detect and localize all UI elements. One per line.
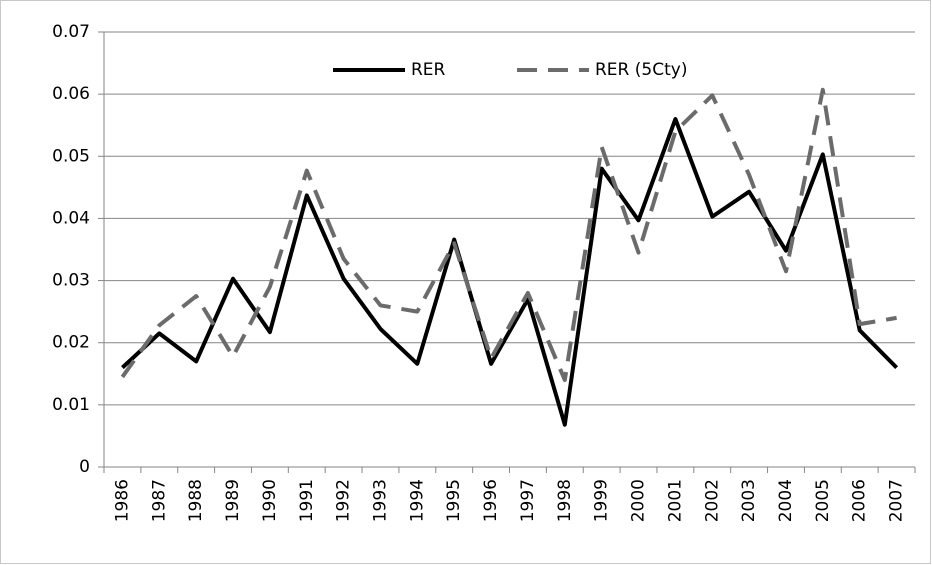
x-tick-label: 2006 [850,479,870,522]
x-tick-label: 2001 [665,479,685,522]
y-tick-label: 0.03 [52,271,90,291]
x-tick-label: 1997 [518,479,538,522]
x-tick-label: 2003 [739,479,759,522]
y-tick-label: 0.05 [52,146,90,166]
series-line [121,117,899,427]
x-tick-label: 1989 [223,479,243,522]
x-tick-label: 2004 [776,479,796,522]
x-tick-label: 1990 [260,479,280,522]
x-tick-label: 1988 [186,479,206,522]
x-tick-label: 1995 [444,479,464,522]
x-tick-label: 1994 [407,479,427,522]
x-tick-label: 1987 [149,479,169,522]
x-tick-label: 2000 [629,479,649,522]
x-tick-label: 1998 [555,479,575,522]
x-tick-label: 1993 [370,479,390,522]
x-tick-label: 1999 [592,479,612,522]
y-tick-label: 0.01 [52,395,90,415]
x-tick-label: 2007 [887,479,907,522]
x-tick-label: 2005 [813,479,833,522]
y-tick-label: 0.06 [52,84,90,104]
legend-label: RER (5Cty) [595,60,687,80]
x-tick-label: 1986 [112,479,132,522]
y-tick-label: 0 [79,457,90,477]
x-tick-label: 1996 [481,479,501,522]
x-tick-label: 1992 [334,479,354,522]
series-line [120,87,897,382]
y-tick-label: 0.07 [52,22,90,42]
x-tick-label: 1991 [297,479,317,522]
y-tick-label: 0.02 [52,333,90,353]
legend-label: RER [411,60,446,80]
x-tick-label: 2002 [702,479,722,522]
y-tick-label: 0.04 [52,208,90,228]
